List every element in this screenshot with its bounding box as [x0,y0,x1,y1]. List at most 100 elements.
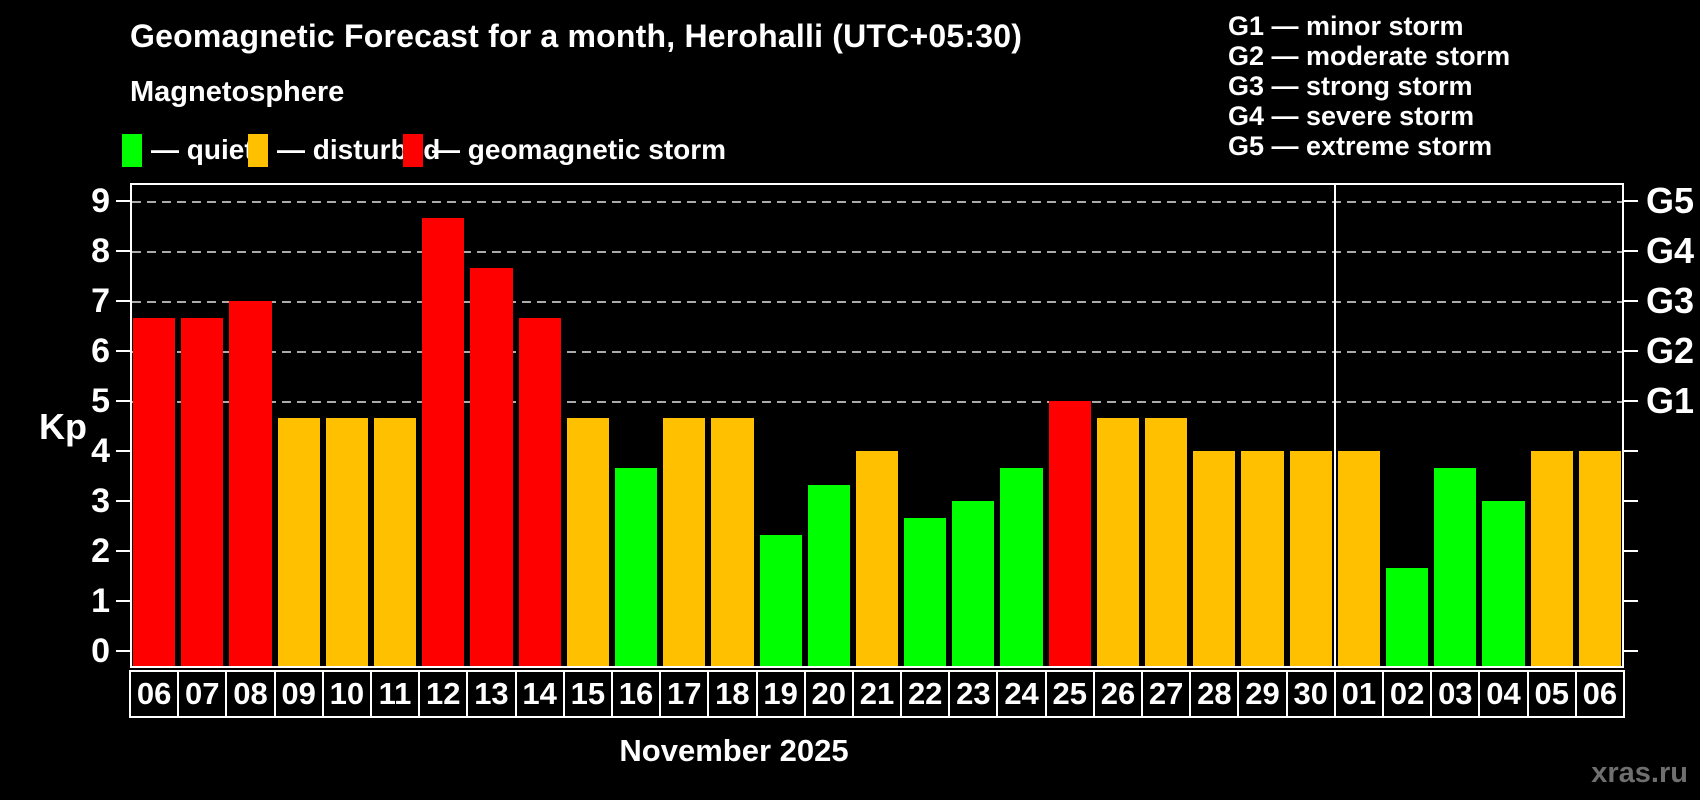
y-tick-label-5: 5 [91,382,110,420]
magnetosphere-label: Magnetosphere [130,76,345,108]
kp-bar-24-18 [1000,467,1043,666]
right-tick-kp1 [1624,600,1638,602]
x-label-box-07-1: 07 [177,670,228,718]
left-tick-kp5 [116,400,130,402]
x-label-box-19-13: 19 [755,670,806,718]
right-axis-label-g5: G5 [1646,180,1695,221]
gridline-kp9 [132,201,1622,203]
kp-bar-29-23 [1241,451,1284,666]
right-axis-label-g2: G2 [1646,330,1695,371]
x-label-box-02-26: 02 [1382,670,1433,718]
x-label-box-05-29: 05 [1526,670,1577,718]
kp-bar-02-26 [1386,567,1429,666]
kp-bar-13-7 [470,267,513,666]
quiet-color-swatch [122,133,142,167]
kp-bar-28-22 [1193,451,1236,666]
g-legend-line-g5: G5 — extreme storm [1228,131,1493,161]
disturbed-color-swatch [248,133,268,167]
right-tick-kp0 [1624,650,1638,652]
kp-bar-30-24 [1289,451,1332,666]
x-label-box-09-3: 09 [273,670,324,718]
g-legend-line-g3: G3 — strong storm [1228,71,1473,101]
g-scale-legend: G1 — minor storm G2 — moderate storm G3 … [1228,11,1510,161]
kp-bar-16-10 [614,467,658,666]
y-tick-label-9: 9 [91,182,110,220]
x-label-box-20-14: 20 [803,670,854,718]
x-label-box-06-30: 06 [1574,670,1625,718]
right-axis-label-g3: G3 [1646,280,1695,321]
kp-bar-08-2 [229,301,272,666]
kp-bar-11-5 [373,417,417,666]
chart-title: Geomagnetic Forecast for a month, Heroha… [130,18,1023,54]
right-tick-kp7 [1624,300,1638,302]
month-separator [1333,185,1336,666]
legend-label-quiet: — quiet [151,134,254,165]
kp-bar-27-21 [1145,417,1188,666]
left-tick-kp2 [116,550,130,552]
x-label-box-28-22: 28 [1189,670,1240,718]
y-axis-title: Kp [39,406,87,447]
x-label-box-14-8: 14 [514,670,565,718]
x-label-box-01-25: 01 [1333,670,1385,718]
right-axis-label-g4: G4 [1646,230,1695,271]
y-tick-label-0: 0 [91,632,110,670]
kp-bar-06-0 [133,317,176,666]
x-label-box-30-24: 30 [1285,670,1336,718]
kp-bar-07-1 [181,317,224,666]
x-label-box-10-4: 10 [321,670,372,718]
left-tick-kp9 [116,200,130,202]
left-tick-kp4 [116,450,130,452]
kp-bar-21-15 [855,451,899,666]
x-label-box-27-21: 27 [1141,670,1192,718]
x-label-box-26-20: 26 [1092,670,1144,718]
left-tick-kp3 [116,500,130,502]
x-label-box-11-5: 11 [369,670,421,718]
kp-bar-25-19 [1048,401,1091,666]
y-tick-label-6: 6 [91,332,110,370]
kp-bar-06-30 [1578,451,1621,666]
legend-item-quiet: — quiet [122,133,254,167]
x-label-box-15-9: 15 [562,670,613,718]
gridline-kp8 [132,251,1622,253]
x-label-box-08-2: 08 [225,670,276,718]
g-legend-line-g4: G4 — severe storm [1228,101,1475,131]
kp-bar-05-29 [1530,451,1573,666]
x-label-box-03-27: 03 [1430,670,1481,718]
left-tick-kp0 [116,650,130,652]
right-tick-kp6 [1624,350,1638,352]
x-label-box-24-18: 24 [996,670,1047,718]
y-tick-label-2: 2 [91,532,110,570]
month-label: November 2025 [619,733,849,768]
kp-bar-10-4 [325,417,368,666]
right-tick-kp3 [1624,500,1638,502]
kp-bar-18-12 [711,417,754,666]
kp-bar-23-17 [952,501,995,666]
kp-bar-15-9 [566,417,609,666]
x-label-box-16-10: 16 [610,670,662,718]
x-label-box-21-15: 21 [851,670,903,718]
right-tick-kp8 [1624,250,1638,252]
y-tick-label-3: 3 [91,482,110,520]
right-tick-kp5 [1624,400,1638,402]
g-legend-line-g2: G2 — moderate storm [1228,41,1511,71]
y-tick-label-7: 7 [91,282,110,320]
gridline-kp6 [132,351,1622,353]
x-label-box-13-7: 13 [466,670,517,718]
g-legend-line-g1: G1 — minor storm [1228,11,1464,41]
gridline-kp7 [132,301,1622,303]
y-tick-label-4: 4 [91,432,110,470]
x-label-box-18-12: 18 [707,670,758,718]
x-label-box-04-28: 04 [1478,670,1529,718]
kp-bar-26-20 [1096,417,1140,666]
left-tick-kp6 [116,350,130,352]
y-tick-label-8: 8 [91,232,110,270]
x-label-box-12-6: 12 [418,670,469,718]
kp-bar-14-8 [518,317,561,666]
kp-bar-19-13 [759,534,802,666]
x-label-box-17-11: 17 [659,670,710,718]
left-tick-kp8 [116,250,130,252]
x-label-box-29-23: 29 [1237,670,1288,718]
x-label-box-06-0: 06 [129,670,180,718]
kp-bar-03-27 [1434,467,1477,666]
right-tick-kp4 [1624,450,1638,452]
